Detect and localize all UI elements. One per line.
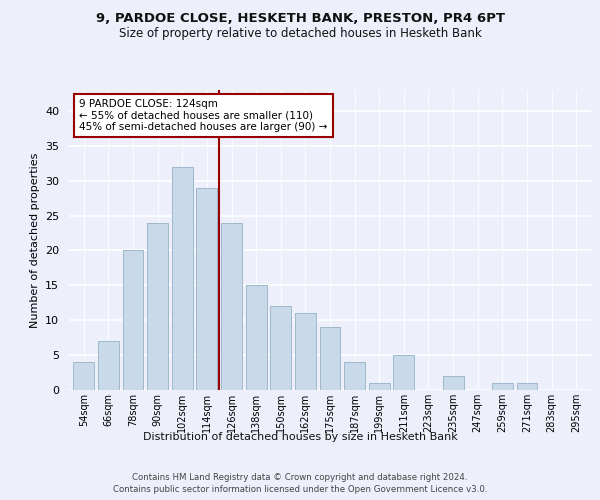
Bar	[492, 383, 513, 390]
Bar	[122, 250, 143, 390]
Bar	[295, 314, 316, 390]
Y-axis label: Number of detached properties: Number of detached properties	[29, 152, 40, 328]
Bar	[443, 376, 464, 390]
Bar	[245, 286, 266, 390]
Text: 9, PARDOE CLOSE, HESKETH BANK, PRESTON, PR4 6PT: 9, PARDOE CLOSE, HESKETH BANK, PRESTON, …	[95, 12, 505, 26]
Bar	[221, 222, 242, 390]
Text: Distribution of detached houses by size in Hesketh Bank: Distribution of detached houses by size …	[143, 432, 457, 442]
Bar	[270, 306, 291, 390]
Bar	[344, 362, 365, 390]
Text: Size of property relative to detached houses in Hesketh Bank: Size of property relative to detached ho…	[119, 28, 481, 40]
Bar	[147, 222, 168, 390]
Text: Contains HM Land Registry data © Crown copyright and database right 2024.: Contains HM Land Registry data © Crown c…	[132, 472, 468, 482]
Bar	[369, 383, 390, 390]
Text: 9 PARDOE CLOSE: 124sqm
← 55% of detached houses are smaller (110)
45% of semi-de: 9 PARDOE CLOSE: 124sqm ← 55% of detached…	[79, 99, 328, 132]
Bar	[172, 166, 193, 390]
Bar	[196, 188, 217, 390]
Bar	[98, 341, 119, 390]
Bar	[320, 327, 340, 390]
Bar	[73, 362, 94, 390]
Bar	[394, 355, 415, 390]
Text: Contains public sector information licensed under the Open Government Licence v3: Contains public sector information licen…	[113, 485, 487, 494]
Bar	[517, 383, 538, 390]
